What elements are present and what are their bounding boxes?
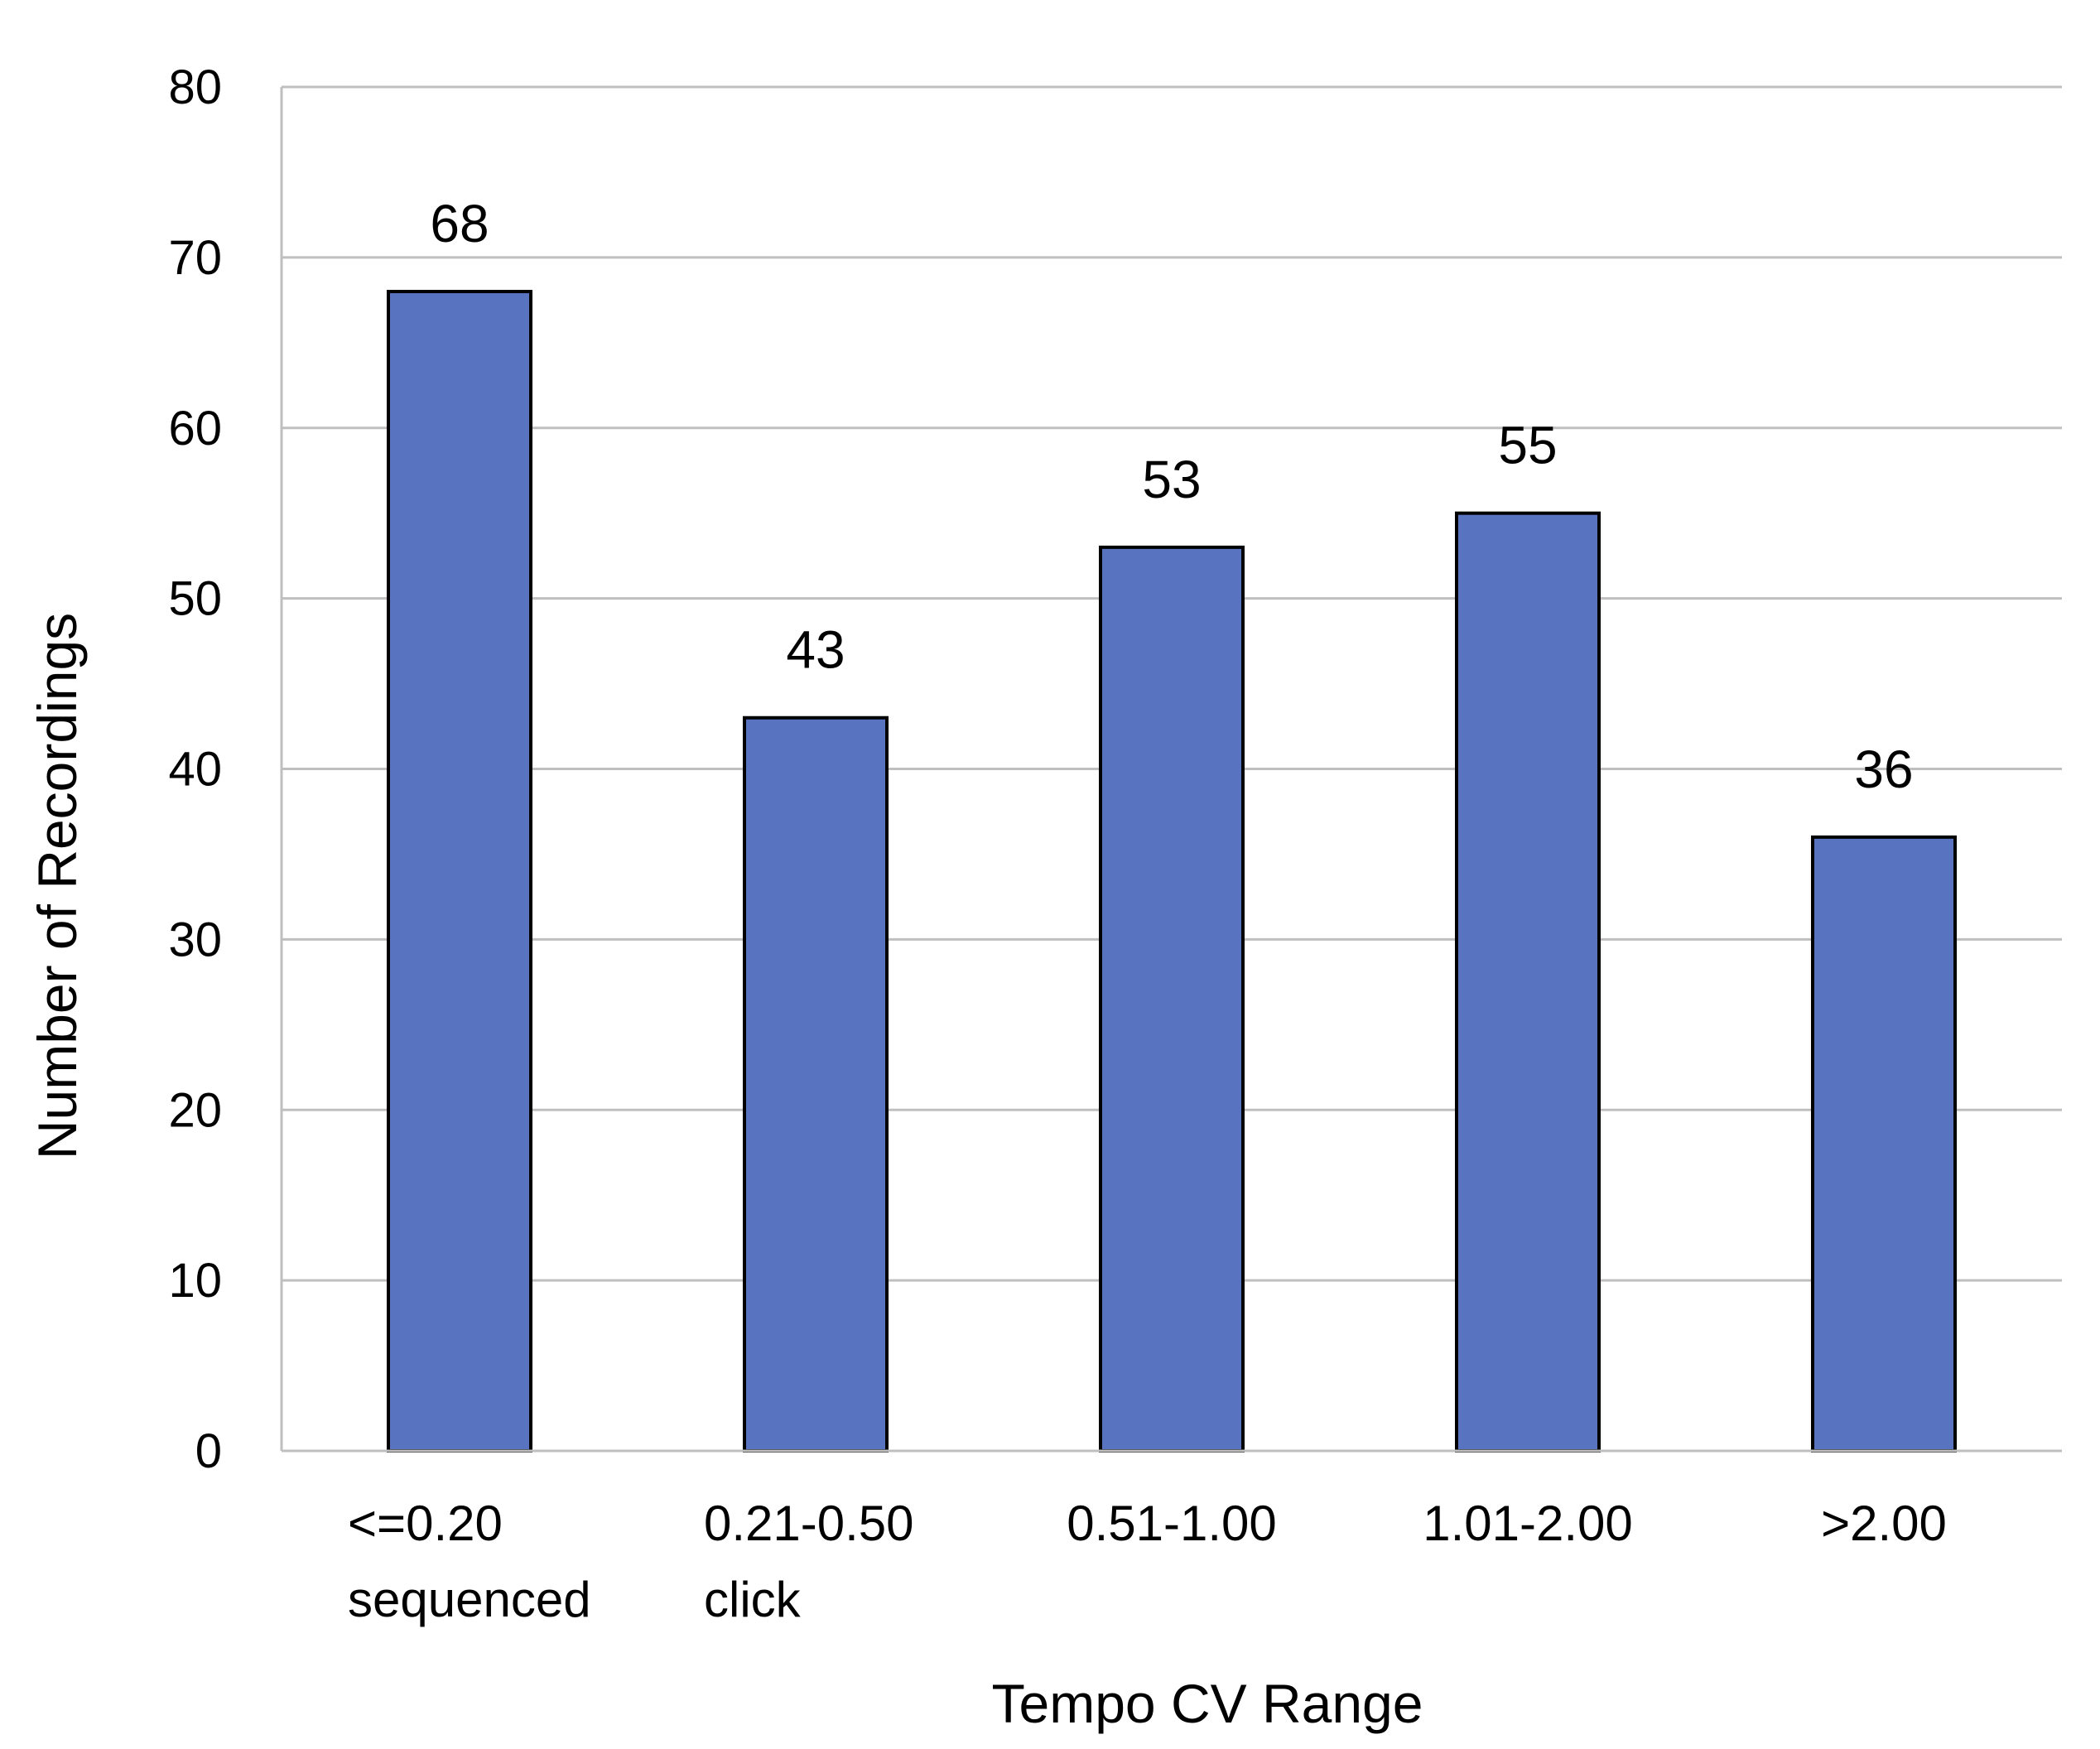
data-label: 36	[1854, 740, 1913, 799]
y-tick-labels: 0 10 20 30 40 50 60 70 80	[168, 60, 222, 1478]
data-label: 68	[430, 194, 489, 253]
y-tick-label: 60	[168, 402, 222, 455]
y-tick-label: 30	[168, 913, 222, 966]
y-tick-label: 70	[168, 231, 222, 285]
bar	[1099, 545, 1245, 1453]
x-category-labels: <=0.20 sequenced 0.21-0.50 click 0.51-1.00 1.…	[348, 1496, 1947, 1627]
data-label: 55	[1498, 416, 1557, 475]
y-tick-label: 10	[168, 1254, 222, 1308]
x-category-label: click	[704, 1572, 802, 1627]
data-labels: 68 43 53 55 36	[430, 194, 1913, 799]
x-category-label: 1.01-2.00	[1423, 1496, 1633, 1551]
x-category-label: <=0.20	[348, 1496, 503, 1551]
x-category-label: 0.21-0.50	[704, 1496, 914, 1551]
bar	[743, 716, 889, 1453]
bar	[1455, 511, 1601, 1453]
y-axis-title: Number of Recordings	[26, 613, 88, 1159]
y-tick-label: 20	[168, 1083, 222, 1137]
data-label: 53	[1142, 450, 1201, 509]
y-tick-label: 0	[195, 1424, 222, 1478]
x-category-label: >2.00	[1821, 1496, 1947, 1551]
y-tick-label: 50	[168, 572, 222, 626]
y-tick-label: 80	[168, 60, 222, 114]
x-axis-title: Tempo CV Range	[992, 1673, 1423, 1734]
x-category-label: sequenced	[348, 1572, 591, 1627]
bar	[1811, 835, 1957, 1453]
bars	[387, 290, 1957, 1453]
data-label: 43	[786, 620, 845, 680]
y-tick-label: 40	[168, 743, 222, 797]
x-category-label: 0.51-1.00	[1067, 1496, 1277, 1551]
bar	[387, 290, 532, 1453]
axes	[280, 87, 2062, 1453]
